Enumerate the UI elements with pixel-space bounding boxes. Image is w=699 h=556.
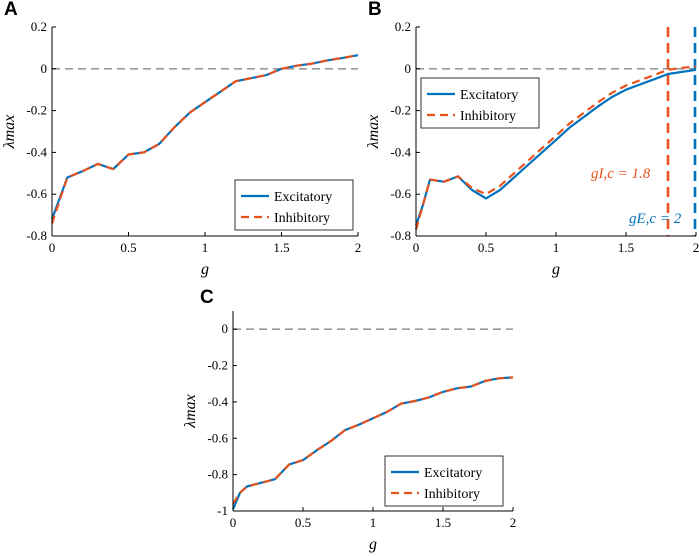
y-tick-label: 0 <box>405 61 412 76</box>
y-tick-label: -0.2 <box>390 103 411 118</box>
x-tick-label: 0.5 <box>120 240 136 255</box>
panel-b: 0 0.5 1 1.5 2 0.2 0 -0.2 -0.4 -0.6 -0.8 g λmax Excita… <box>365 19 699 278</box>
x-tick-label: 1.5 <box>435 515 451 530</box>
y-tick-label: 0 <box>41 61 48 76</box>
y-tick-label: -0.6 <box>26 186 47 201</box>
panel-label-c: C <box>200 287 214 308</box>
legend: Excitatory Inhibitory <box>420 77 540 129</box>
y-tick-label: -0.4 <box>26 144 47 159</box>
panel-c: 0 0.5 1 1.5 2 0 -0.2 -0.4 -0.6 -0.8 -1 g λmax Excitat… <box>182 311 516 553</box>
x-tick-label: 2 <box>693 240 699 255</box>
annotation-excitatory: gE,c = 2 <box>629 211 682 227</box>
legend-label-inhibitory: Inhibitory <box>460 109 516 124</box>
legend-box <box>234 179 354 231</box>
series-line-excitatory <box>414 68 697 226</box>
y-tick-label: 0.2 <box>31 19 47 34</box>
legend: Excitatory Inhibitory <box>384 455 504 507</box>
legend: Excitatory Inhibitory <box>234 179 354 231</box>
x-axis-label: g <box>552 261 560 278</box>
y-tick-label: 0 <box>222 321 229 336</box>
legend-label-inhibitory: Inhibitory <box>424 487 480 502</box>
y-axis-label: λmax <box>182 394 199 429</box>
panel-label-a: A <box>4 0 18 20</box>
legend-box <box>420 77 540 129</box>
x-tick-label: 0.5 <box>478 240 494 255</box>
x-axis-label: g <box>369 536 377 553</box>
series-line-inhibitory <box>414 65 697 230</box>
y-tick-label: -0.2 <box>207 358 228 373</box>
x-tick-label: 2 <box>355 240 362 255</box>
x-tick-label: 1.5 <box>273 240 289 255</box>
series-line-inhibitory <box>232 376 514 505</box>
x-tick-label: 0.5 <box>295 515 311 530</box>
legend-box <box>384 455 504 507</box>
y-tick-label: -0.8 <box>26 228 47 243</box>
y-tick-label: -0.6 <box>390 186 411 201</box>
y-tick-label: -0.6 <box>207 430 228 445</box>
y-tick-label: -0.4 <box>390 144 411 159</box>
x-tick-label: 1 <box>553 240 560 255</box>
x-tick-label: 0 <box>230 515 237 530</box>
y-tick-label: 0.2 <box>395 19 411 34</box>
legend-label-excitatory: Excitatory <box>460 88 518 103</box>
x-tick-label: 0 <box>413 240 420 255</box>
y-tick-label: -0.8 <box>207 467 228 482</box>
annotation-inhibitory: gI,c = 1.8 <box>591 166 651 182</box>
legend-label-inhibitory: Inhibitory <box>274 211 330 226</box>
x-tick-label: 1 <box>370 515 377 530</box>
y-tick-label: -0.4 <box>207 394 228 409</box>
y-axis-label: λmax <box>1 115 18 150</box>
y-tick-label: -1 <box>217 503 228 518</box>
series-line-inhibitory <box>50 54 359 224</box>
panel-a: 0 0.5 1 1.5 2 0.2 0 -0.2 -0.4 -0.6 -0.8 g λmax Excita… <box>1 19 361 278</box>
legend-label-excitatory: Excitatory <box>424 466 482 481</box>
x-tick-label: 0 <box>49 240 56 255</box>
panel-label-b: B <box>368 0 382 20</box>
y-tick-label: -0.8 <box>390 228 411 243</box>
x-tick-label: 2 <box>510 515 517 530</box>
y-axis-label: λmax <box>365 115 382 150</box>
x-axis-label: g <box>201 261 209 278</box>
x-tick-label: 1 <box>202 240 209 255</box>
y-tick-label: -0.2 <box>26 103 47 118</box>
legend-label-excitatory: Excitatory <box>274 190 332 205</box>
x-tick-label: 1.5 <box>618 240 634 255</box>
